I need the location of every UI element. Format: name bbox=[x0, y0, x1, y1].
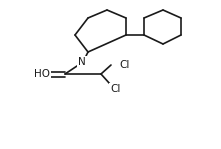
Text: Cl: Cl bbox=[110, 84, 120, 94]
Text: N: N bbox=[78, 57, 86, 67]
Text: HO: HO bbox=[34, 69, 50, 79]
Text: Cl: Cl bbox=[119, 60, 129, 70]
